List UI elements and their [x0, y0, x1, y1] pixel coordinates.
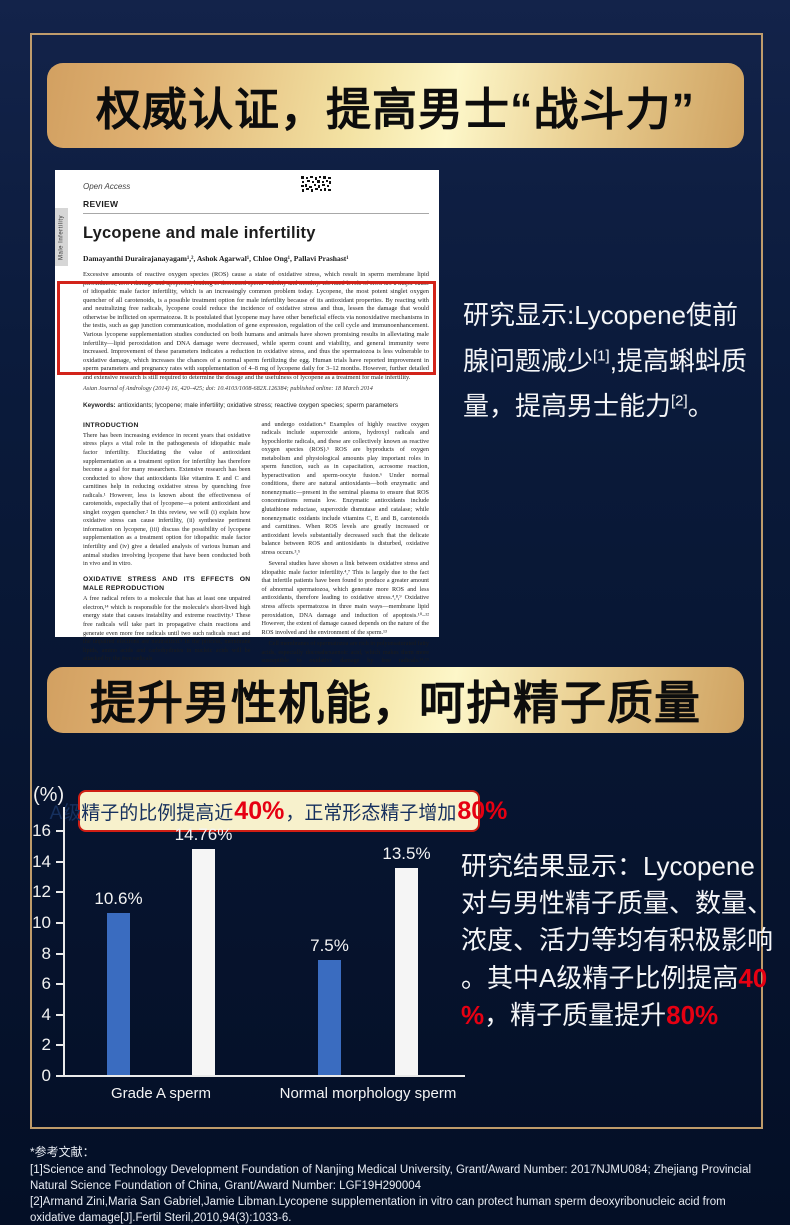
- bar-value-label: 7.5%: [310, 936, 349, 956]
- y-axis-line: [63, 807, 65, 1077]
- y-tick-mark: [56, 921, 63, 924]
- y-tick-mark: [56, 860, 63, 863]
- open-access-label: Open Access: [83, 182, 131, 191]
- y-axis-unit-label: (%): [33, 784, 65, 806]
- research-paper: Male Infertility Open Access: [55, 170, 439, 721]
- paper-title: Lycopene and male infertility: [83, 224, 316, 242]
- citation-superscript: [1]: [593, 346, 610, 364]
- note-text: ，正常形态精子增加: [285, 802, 457, 824]
- headline-banner-authority-text: 权威认证，提高男士“战斗力”: [95, 84, 695, 135]
- paper-columns: INTRODUCTION There has been increasing e…: [83, 421, 429, 678]
- y-tick-label: 4: [41, 1004, 51, 1024]
- bar-value-label: 13.5%: [382, 844, 431, 864]
- y-tick-label: 10: [32, 912, 51, 932]
- paper-authors: Damayanthi Durairajanayagam¹,², Ashok Ag…: [83, 254, 349, 263]
- headline-banner-function-text: 提升男性机能，呵护精子质量: [90, 677, 701, 729]
- bar-wrap: 14.76%: [175, 825, 232, 1075]
- x-category-label: Grade A sperm: [110, 1085, 212, 1102]
- x-category-label: Normal morphology sperm: [279, 1085, 457, 1102]
- review-label: REVIEW: [83, 199, 119, 209]
- paper-divider: [83, 213, 429, 214]
- chart-summary-note: 研究结果显示：Lycopene对与男性精子质量、数量、浓度、活力等均有积极影响。…: [461, 848, 779, 1034]
- y-tick-mark: [56, 891, 63, 894]
- section-heading-oxidative-stress: OXIDATIVE STRESS AND ITS EFFECTS ON MALE…: [83, 575, 251, 593]
- note-text: A级精子的比例提高近: [49, 802, 234, 824]
- note-text: ,提高蝌蚪质量，提高男士能力: [463, 345, 747, 422]
- reference-item: [2]Armand Zini,Maria San Gabriel,Jamie L…: [30, 1196, 726, 1225]
- paper-header: Open Access: [83, 176, 429, 193]
- note-text: 研究显示:Lycopene使前腺问题减少: [463, 300, 739, 376]
- y-tick-label: 2: [41, 1035, 51, 1055]
- bar-white: [192, 849, 215, 1075]
- highlight-number: 40%: [234, 796, 285, 825]
- section-heading-introduction: INTRODUCTION: [83, 421, 139, 429]
- keywords-label: Keywords:: [83, 401, 116, 409]
- paper-paragraph: There has been increasing evidence in re…: [83, 431, 251, 568]
- abstract-highlight-box: [57, 281, 436, 375]
- paper-paragraph: and undergo oxidation.⁴ Examples of high…: [261, 420, 430, 556]
- note-text: 。: [687, 391, 714, 421]
- note-text: 研究结果显示：Lycopene对与男性精子质量、数量、浓度、活力等均有积极影响。…: [461, 851, 774, 993]
- y-tick-mark: [56, 1075, 63, 1077]
- paper-abstract: Excessive amounts of reactive oxygen spe…: [83, 271, 429, 381]
- bar-wrap: 13.5%: [382, 844, 431, 1075]
- references-section: *参考文献： [1]Science and Technology Develop…: [30, 1143, 762, 1225]
- chart-group: 10.6% 14.76% Grade A sperm: [94, 825, 232, 1102]
- x-axis-line: [63, 1075, 465, 1077]
- qr-code-icon: [301, 176, 331, 197]
- highlight-number: 40%: [461, 962, 768, 1030]
- highlight-number: 80%: [666, 999, 719, 1030]
- journal-side-tab: Male Infertility: [55, 208, 68, 266]
- y-tick-label: 6: [41, 974, 51, 994]
- y-tick-label: 8: [41, 943, 51, 963]
- citation-superscript: [2]: [671, 392, 688, 410]
- research-summary-note: 研究显示:Lycopene使前腺问题减少[1],提高蝌蚪质量，提高男士能力[2]…: [463, 293, 755, 430]
- y-tick-label: 0: [41, 1066, 51, 1085]
- y-tick-mark: [56, 830, 63, 832]
- y-tick-label: 16: [32, 821, 51, 840]
- chart-annotation-pill: A级精子的比例提高近 40% ，正常形态精子增加 80%: [50, 790, 507, 832]
- bar-value-label: 14.76%: [174, 825, 233, 844]
- headline-banner-function: 提升男性机能，呵护精子质量: [47, 667, 744, 733]
- bar-wrap: 10.6%: [94, 889, 143, 1075]
- y-tick-mark: [56, 952, 63, 955]
- bar-blue: [107, 912, 130, 1075]
- y-tick-label: 12: [32, 882, 51, 902]
- paper-paragraph: A free radical refers to a molecule that…: [83, 595, 251, 663]
- paper-column-right: and undergo oxidation.⁴ Examples of high…: [262, 421, 430, 678]
- paper-paragraph: Several studies have shown a link betwee…: [261, 560, 430, 636]
- bar-blue: [318, 960, 341, 1075]
- y-tick-mark: [56, 1013, 63, 1016]
- keywords-text: antioxidants; lycopene; male infertility…: [115, 401, 399, 409]
- highlight-number: 80%: [457, 796, 508, 825]
- bar-value-label: 10.6%: [94, 888, 143, 908]
- headline-banner-authority: 权威认证，提高男士“战斗力”: [47, 63, 744, 148]
- bar-white: [395, 868, 418, 1075]
- y-tick-mark: [56, 1044, 63, 1047]
- chart-plot: 0 2 4 6 8 10 12 14 16 10.6% 14.76% Grade A sperm 7.5…: [32, 807, 465, 1102]
- paper-column-left: INTRODUCTION There has been increasing e…: [83, 421, 251, 678]
- bar-wrap: 7.5%: [310, 936, 349, 1075]
- references-heading: *参考文献：: [30, 1145, 95, 1159]
- y-tick-label: 14: [32, 851, 51, 871]
- chart-group: 7.5% 13.5% Normal morphology sperm: [280, 844, 457, 1102]
- journal-citation-line: Asian Journal of Andrology (2014) 16, 42…: [83, 384, 373, 392]
- y-tick-mark: [56, 983, 63, 986]
- reference-item: [1]Science and Technology Development Fo…: [30, 1164, 752, 1193]
- paper-keywords: Keywords: antioxidants; lycopene; male i…: [83, 402, 429, 409]
- note-text: ，精子质量提升: [484, 999, 667, 1030]
